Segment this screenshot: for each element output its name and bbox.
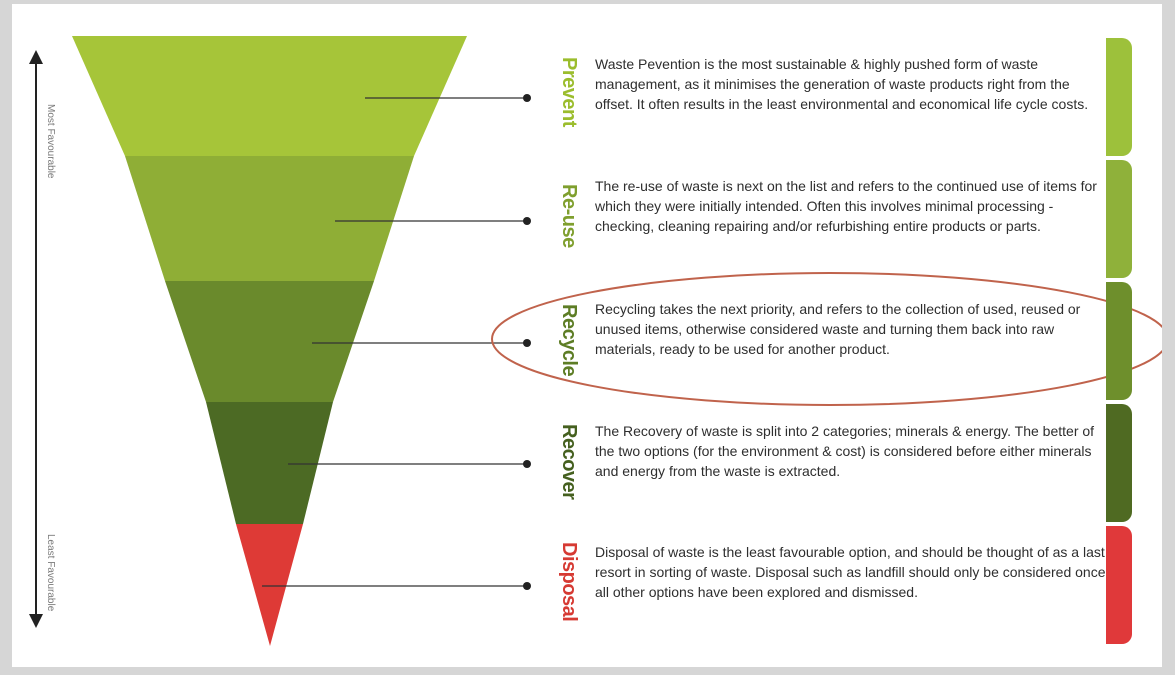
- tier-label-recycle: Recycle: [558, 304, 580, 377]
- arrow-down-head: [29, 614, 43, 628]
- side-bar-recycle: [1106, 282, 1132, 400]
- tier-description-prevent: Waste Pevention is the most sustainable …: [595, 56, 1089, 112]
- side-bar-prevent: [1106, 38, 1132, 156]
- tier-disposal-band: [236, 524, 303, 646]
- tier-prevent-band: [72, 36, 467, 156]
- side-bar-recover: [1106, 404, 1132, 522]
- connector-dot-disposal: [523, 582, 531, 590]
- connector-dot-prevent: [523, 94, 531, 102]
- tier-description-recover: The Recovery of waste is split into 2 ca…: [595, 423, 1095, 479]
- highlight-ellipse: [491, 272, 1162, 406]
- tier-recycle-band: [165, 281, 374, 402]
- tier-description-reuse: The re-use of waste is next on the list …: [595, 178, 1097, 234]
- tier-label-disposal: Disposal: [558, 542, 580, 622]
- waste-hierarchy-canvas: Most Favourable Least Favourable Prevent…: [12, 4, 1162, 667]
- tier-label-prevent: Prevent: [558, 57, 580, 127]
- tier-label-recover: Recover: [558, 424, 580, 500]
- tier-recover-band: [206, 402, 333, 524]
- side-bar-reuse: [1106, 160, 1132, 278]
- arrow-up-head: [29, 50, 43, 64]
- tier-label-reuse: Re-use: [558, 184, 580, 248]
- favourability-arrow: [29, 50, 43, 628]
- connectors: [262, 94, 531, 590]
- connector-dot-reuse: [523, 217, 531, 225]
- tier-description-disposal: Disposal of waste is the least favourabl…: [595, 544, 1106, 600]
- connector-dot-recycle: [523, 339, 531, 347]
- tier-reuse-band: [125, 156, 414, 281]
- hierarchy-diagram: [29, 36, 1162, 646]
- axis-bottom-label: Least Favourable: [45, 534, 56, 612]
- connector-dot-recover: [523, 460, 531, 468]
- side-bar-disposal: [1106, 526, 1132, 644]
- funnel: [72, 36, 467, 646]
- axis-top-label: Most Favourable: [45, 104, 56, 179]
- tier-description-recycle: Recycling takes the next priority, and r…: [595, 301, 1081, 357]
